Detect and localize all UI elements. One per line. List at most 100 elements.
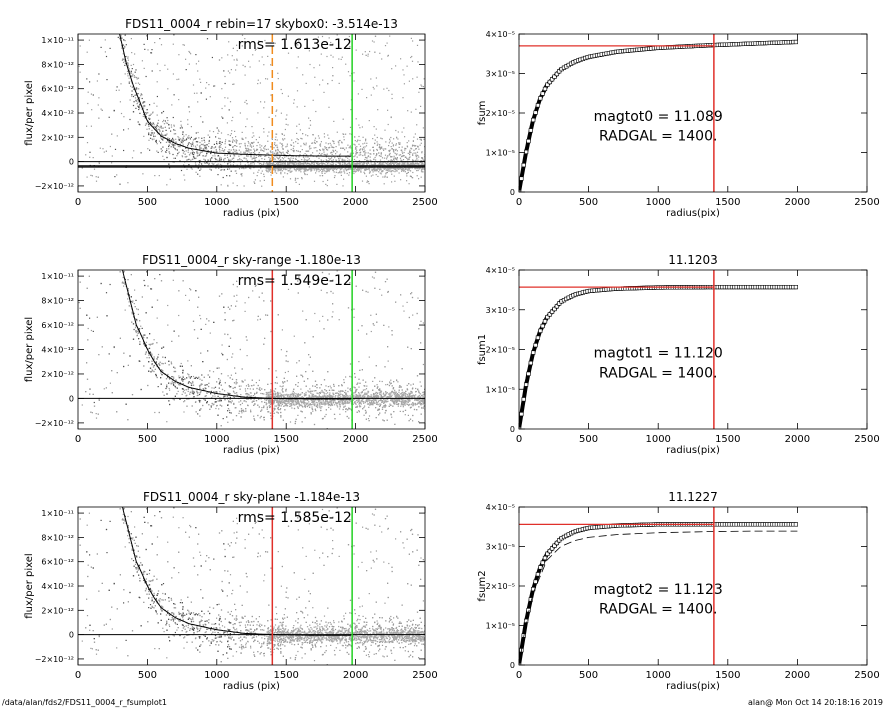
scatter-point (389, 160, 391, 162)
scatter-point (314, 139, 316, 141)
scatter-point (236, 58, 238, 60)
scatter-point (156, 95, 158, 98)
sky-point (299, 161, 301, 164)
scatter-point (196, 155, 198, 157)
scatter-point (282, 139, 284, 141)
scatter-point (125, 44, 127, 46)
scatter-point (221, 164, 223, 166)
scatter-point (205, 146, 207, 148)
scatter-point (183, 44, 185, 46)
scatter-point (404, 147, 406, 149)
scatter-point (291, 139, 293, 141)
scatter-point (214, 153, 216, 155)
scatter-point (158, 140, 161, 142)
scatter-point (319, 149, 321, 151)
scatter-point (395, 154, 397, 156)
scatter-point (187, 143, 189, 145)
scatter-point (264, 399, 266, 401)
sky-point (367, 161, 369, 164)
sky-point (353, 172, 355, 175)
scatter-point (244, 38, 246, 40)
sky-point (389, 168, 391, 170)
scatter-point (246, 103, 248, 105)
scatter-point (113, 169, 114, 170)
scatter-point (320, 141, 322, 143)
scatter-point (191, 153, 194, 155)
sky-point (372, 171, 374, 173)
scatter-point (188, 142, 190, 144)
sky-point (328, 167, 330, 169)
scatter-point (146, 128, 148, 130)
scatter-point (388, 162, 390, 164)
scatter-point (153, 132, 155, 134)
sky-point (312, 161, 314, 163)
scatter-point (336, 183, 338, 185)
scatter-point (284, 163, 286, 165)
scatter-point (109, 104, 110, 105)
scatter-point (316, 156, 318, 158)
sky-point (357, 163, 359, 165)
scatter-point (395, 65, 397, 67)
sky-point (366, 163, 368, 166)
scatter-point (281, 133, 283, 135)
scatter-point (133, 75, 135, 77)
sky-point (334, 168, 336, 170)
scatter-point (370, 78, 372, 80)
sky-point (360, 171, 362, 173)
scatter-point (323, 151, 325, 153)
sky-point (414, 162, 416, 164)
scatter-point (411, 60, 414, 62)
sky-point (353, 162, 355, 164)
scatter-point (281, 143, 283, 145)
scatter-point (183, 135, 185, 137)
scatter-point (151, 70, 153, 72)
sky-point (422, 164, 424, 166)
sky-point (349, 164, 351, 166)
scatter-point (297, 164, 299, 166)
scatter-point (378, 171, 380, 173)
fsum-marker (552, 74, 557, 79)
scatter-point (208, 145, 210, 148)
scatter-point (186, 138, 188, 140)
sky-point (277, 162, 280, 164)
scatter-point (373, 158, 375, 160)
scatter-point (197, 155, 199, 157)
scatter-point (257, 83, 259, 85)
scatter-point (385, 173, 387, 175)
scatter-point (210, 147, 212, 149)
scatter-point (172, 153, 174, 156)
scatter-point (267, 140, 269, 142)
scatter-point (155, 126, 157, 128)
scatter-point (421, 85, 423, 87)
fsum-markers (519, 39, 798, 192)
scatter-point (110, 122, 111, 123)
scatter-point (407, 171, 409, 173)
scatter-point (183, 164, 185, 166)
sky-point (369, 171, 371, 174)
fsum-marker (549, 77, 555, 82)
sky-point (333, 167, 335, 170)
sky-point (272, 168, 275, 170)
scatter-point (137, 105, 139, 107)
scatter-point (200, 168, 202, 170)
scatter-point (414, 160, 416, 162)
scatter-point (122, 44, 124, 46)
scatter-point (218, 167, 220, 169)
scatter-point (228, 41, 230, 43)
scatter-point (244, 310, 246, 312)
scatter-point (407, 158, 409, 160)
sky-point (392, 163, 395, 166)
scatter-point (123, 31, 124, 32)
scatter-point (312, 152, 314, 154)
scatter-point (192, 139, 195, 141)
sky-point (286, 173, 289, 175)
sky-point (343, 172, 346, 174)
scatter-point (236, 185, 238, 187)
scatter-point (393, 160, 395, 162)
scatter-point (223, 70, 225, 72)
scatter-point (299, 129, 301, 131)
scatter-point (294, 158, 297, 160)
scatter-point (306, 154, 308, 156)
sky-point (313, 163, 315, 165)
scatter-point (358, 160, 361, 162)
